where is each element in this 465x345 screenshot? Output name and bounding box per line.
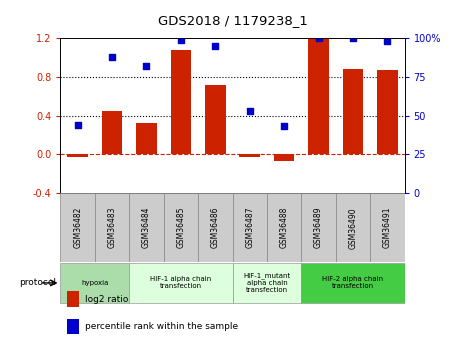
Text: hypoxia: hypoxia [81, 280, 108, 286]
Bar [301, 193, 336, 262]
Text: GSM36485: GSM36485 [176, 207, 186, 248]
Text: GSM36487: GSM36487 [245, 207, 254, 248]
Bar [301, 263, 405, 303]
Point [246, 108, 253, 114]
Text: percentile rank within the sample: percentile rank within the sample [85, 322, 238, 331]
Bar [60, 263, 129, 303]
Text: GSM36483: GSM36483 [107, 207, 117, 248]
Bar [198, 193, 232, 262]
Bar [267, 193, 301, 262]
Point [315, 35, 322, 41]
Point [108, 54, 116, 59]
Text: GSM36482: GSM36482 [73, 207, 82, 248]
Text: GSM36490: GSM36490 [348, 207, 358, 248]
Bar [95, 193, 129, 262]
Text: log2 ratio: log2 ratio [85, 295, 128, 304]
Text: GSM36484: GSM36484 [142, 207, 151, 248]
Bar [67, 155, 88, 157]
Bar [370, 193, 405, 262]
Text: GSM36486: GSM36486 [211, 207, 220, 248]
Bar [60, 193, 95, 262]
Text: HIF-1 alpha chain
transfection: HIF-1 alpha chain transfection [150, 276, 212, 289]
Bar [232, 263, 301, 303]
Bar [129, 263, 232, 303]
Text: HIF-2 alpha chain
transfection: HIF-2 alpha chain transfection [322, 276, 384, 289]
Text: GDS2018 / 1179238_1: GDS2018 / 1179238_1 [158, 14, 307, 27]
Point [212, 43, 219, 48]
Bar [136, 123, 157, 155]
Text: protocol: protocol [19, 278, 56, 287]
Bar [129, 193, 164, 262]
Bar [308, 38, 329, 155]
Bar [67, 319, 80, 334]
Point [349, 35, 357, 41]
Point [280, 124, 288, 129]
Text: GSM36489: GSM36489 [314, 207, 323, 248]
Text: GSM36491: GSM36491 [383, 207, 392, 248]
Bar [377, 70, 398, 155]
Point [74, 122, 81, 128]
Bar [343, 69, 363, 155]
Bar [232, 193, 267, 262]
Bar [205, 85, 226, 155]
Text: HIF-1_mutant
alpha chain
transfection: HIF-1_mutant alpha chain transfection [243, 273, 291, 293]
Bar [239, 155, 260, 157]
Point [384, 38, 391, 44]
Point [177, 37, 185, 42]
Bar [164, 193, 198, 262]
Point [143, 63, 150, 69]
Bar [171, 50, 191, 155]
Text: GSM36488: GSM36488 [279, 207, 289, 248]
Bar [336, 193, 370, 262]
Bar [67, 291, 80, 307]
Bar [274, 155, 294, 161]
Bar [102, 111, 122, 155]
